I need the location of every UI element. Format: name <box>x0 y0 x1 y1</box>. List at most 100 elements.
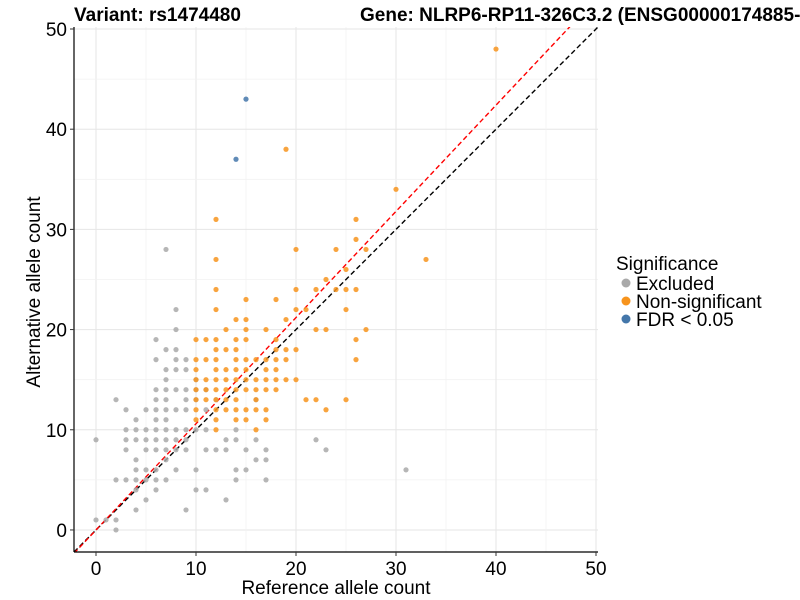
data-point <box>243 326 249 333</box>
data-point <box>283 357 289 363</box>
data-point <box>353 286 359 293</box>
data-point <box>493 46 499 52</box>
data-point <box>153 407 159 413</box>
x-tick-label: 30 <box>385 559 406 580</box>
data-point <box>133 427 139 433</box>
data-point <box>253 397 259 403</box>
data-point <box>163 387 169 393</box>
data-point <box>143 497 149 503</box>
data-point <box>233 367 239 373</box>
data-point <box>243 467 249 473</box>
data-point <box>263 477 269 483</box>
data-point <box>223 326 229 333</box>
y-tick-label: 10 <box>46 421 67 442</box>
data-point <box>193 467 199 473</box>
data-point <box>193 487 199 493</box>
data-point <box>403 467 409 473</box>
data-point <box>253 457 259 463</box>
data-point <box>293 286 299 293</box>
data-point <box>253 407 259 413</box>
data-point <box>153 467 159 473</box>
legend-label: FDR < 0.05 <box>636 310 734 331</box>
data-point <box>213 367 219 373</box>
legend: Significance ExcludedNon-significantFDR … <box>616 254 762 331</box>
chart-title-gene: Gene: NLRP6-RP11-326C3.2 (ENSG0000017488… <box>360 5 800 26</box>
data-point <box>203 336 209 343</box>
data-point <box>233 156 239 162</box>
data-point <box>153 397 159 403</box>
data-point <box>233 427 239 433</box>
data-point <box>253 427 259 433</box>
data-point <box>163 347 169 353</box>
data-point <box>203 357 209 363</box>
data-point <box>163 367 169 373</box>
data-point <box>233 377 239 383</box>
data-point <box>193 397 199 403</box>
data-point <box>113 517 119 523</box>
data-point <box>133 487 139 493</box>
data-point <box>263 377 269 383</box>
data-point <box>113 397 119 403</box>
data-point <box>163 427 169 433</box>
data-point <box>243 387 249 393</box>
data-point <box>153 427 159 433</box>
y-tick-label: 30 <box>46 220 67 241</box>
data-point <box>393 186 399 192</box>
data-point <box>213 216 219 222</box>
data-point <box>163 447 169 453</box>
data-point <box>243 96 249 102</box>
data-point <box>183 397 189 403</box>
data-point <box>133 437 139 443</box>
x-tick-label: 0 <box>91 559 102 580</box>
data-point <box>153 447 159 453</box>
data-point <box>273 377 279 383</box>
data-points <box>93 46 499 533</box>
data-point <box>183 407 189 413</box>
data-point <box>193 387 199 393</box>
data-point <box>143 467 149 473</box>
data-point <box>303 397 309 403</box>
data-point <box>293 246 299 253</box>
data-point <box>173 367 179 373</box>
data-point <box>173 427 179 433</box>
data-point <box>343 266 349 273</box>
data-point <box>163 417 169 423</box>
y-tick-label: 50 <box>46 20 67 41</box>
data-point <box>263 407 269 413</box>
data-point <box>203 427 209 433</box>
data-point <box>223 347 229 353</box>
data-point <box>323 276 329 283</box>
data-point <box>163 437 169 443</box>
data-point <box>353 236 359 243</box>
data-point <box>273 357 279 363</box>
data-point <box>213 256 219 263</box>
data-point <box>113 477 119 483</box>
data-point <box>153 477 159 483</box>
data-point <box>313 286 319 293</box>
legend-label: Non-significant <box>636 292 762 313</box>
data-point <box>363 246 369 253</box>
data-point <box>213 417 219 423</box>
data-point <box>243 316 249 323</box>
data-point <box>123 477 129 483</box>
data-point <box>203 387 209 393</box>
data-point <box>193 427 199 433</box>
data-point <box>123 407 129 413</box>
data-point <box>163 477 169 483</box>
data-point <box>133 507 139 513</box>
data-point <box>293 377 299 383</box>
data-point <box>223 407 229 413</box>
data-point <box>223 437 229 443</box>
data-point <box>173 447 179 453</box>
data-point <box>213 447 219 453</box>
data-point <box>353 357 359 363</box>
data-point <box>343 286 349 293</box>
axes <box>73 27 598 553</box>
data-point <box>253 357 259 363</box>
data-point <box>153 437 159 443</box>
data-point <box>263 326 269 333</box>
data-point <box>153 387 159 393</box>
data-point <box>233 467 239 473</box>
data-point <box>283 316 289 323</box>
